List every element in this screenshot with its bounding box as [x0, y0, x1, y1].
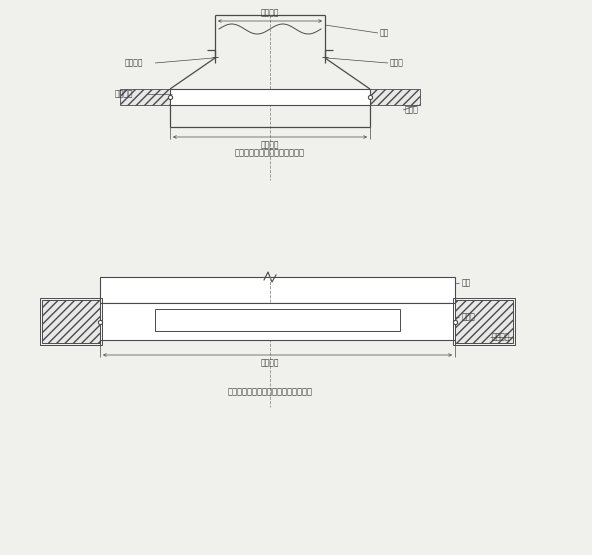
- Bar: [155, 309, 400, 331]
- Text: 阀口尺寸: 阀口尺寸: [260, 358, 279, 367]
- Text: 圆形散流器与风道嵌顶式安装法: 圆形散流器与风道嵌顶式安装法: [235, 149, 305, 158]
- Text: 风口橡垒: 风口橡垒: [115, 89, 134, 98]
- Bar: [370, 89, 420, 105]
- Text: 自攻螺钉: 自攻螺钉: [125, 58, 143, 68]
- Bar: [40, 298, 102, 345]
- Bar: [100, 277, 455, 303]
- Bar: [455, 300, 513, 343]
- Bar: [42, 300, 100, 343]
- Bar: [453, 298, 515, 345]
- Text: 角顶板: 角顶板: [390, 58, 404, 68]
- Bar: [170, 89, 370, 105]
- Text: 阀口尺寸: 阀口尺寸: [260, 140, 279, 149]
- Bar: [101, 331, 454, 340]
- Text: 风管尺寸: 风管尺寸: [260, 8, 279, 17]
- Text: 角顶板: 角顶板: [405, 105, 419, 114]
- Text: 木螺钉: 木螺钉: [462, 312, 476, 321]
- Text: 风管: 风管: [462, 279, 471, 287]
- Text: 吸顶木框: 吸顶木框: [492, 332, 510, 341]
- Text: 风管: 风管: [380, 28, 390, 38]
- Bar: [120, 89, 170, 105]
- Bar: [100, 303, 455, 340]
- Text: 方圆形散流器叶片与边框固定式安装法: 方圆形散流器叶片与边框固定式安装法: [227, 387, 313, 396]
